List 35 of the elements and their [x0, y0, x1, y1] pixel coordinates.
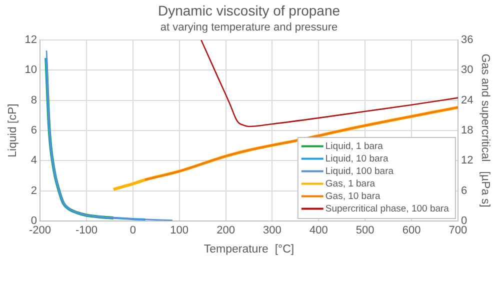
y2-tick-label: 6 [460, 184, 468, 197]
x-tick-label: 300 [263, 224, 282, 237]
y2-tick-label: 18 [460, 124, 474, 137]
x-tick-label: 500 [356, 224, 374, 237]
x-tick-label: 600 [402, 224, 421, 237]
legend-label: Gas, 1 bara [325, 178, 376, 190]
y-tick-label: 12 [24, 34, 38, 46]
y2-axis-title: Gas and supercritical [µPa s] [478, 54, 491, 208]
x-tick-label: 100 [170, 224, 189, 237]
y2-tick-label: 0 [460, 215, 468, 228]
legend-label: Liquid, 1 bara [325, 140, 384, 152]
x-tick-label: 400 [309, 224, 328, 237]
x-axis-title: Temperature [°C] [204, 243, 294, 256]
y-tick-label: 10 [24, 64, 38, 76]
y-tick-label: 0 [30, 215, 38, 228]
y-tick-label: 8 [30, 94, 38, 106]
y2-tick-label: 12 [460, 154, 474, 167]
y2-tick-label: 24 [460, 94, 474, 106]
y-tick-label: 2 [30, 184, 38, 197]
chart-subtitle: at varying temperature and pressure [160, 21, 338, 34]
y2-tick-label: 36 [460, 34, 474, 46]
x-tick-label: 200 [216, 224, 235, 237]
legend-label: Liquid, 10 bara [325, 153, 389, 164]
x-tick-label: -200 [29, 224, 52, 237]
x-tick-label: 700 [448, 224, 468, 237]
y-tick-label: 6 [30, 124, 38, 137]
x-tick-label: 0 [130, 224, 136, 237]
legend-label: Gas, 10 bara [325, 190, 382, 202]
y-axis-title: Liquid [cP] [7, 104, 20, 158]
chart-title: Dynamic viscosity of propane [158, 2, 340, 18]
legend-label: Supercritical phase, 100 bara [325, 203, 450, 214]
y-tick-label: 4 [30, 154, 38, 167]
x-tick-label: -100 [75, 224, 98, 237]
y2-tick-label: 30 [460, 64, 474, 76]
legend-label: Liquid, 100 bara [325, 166, 394, 177]
